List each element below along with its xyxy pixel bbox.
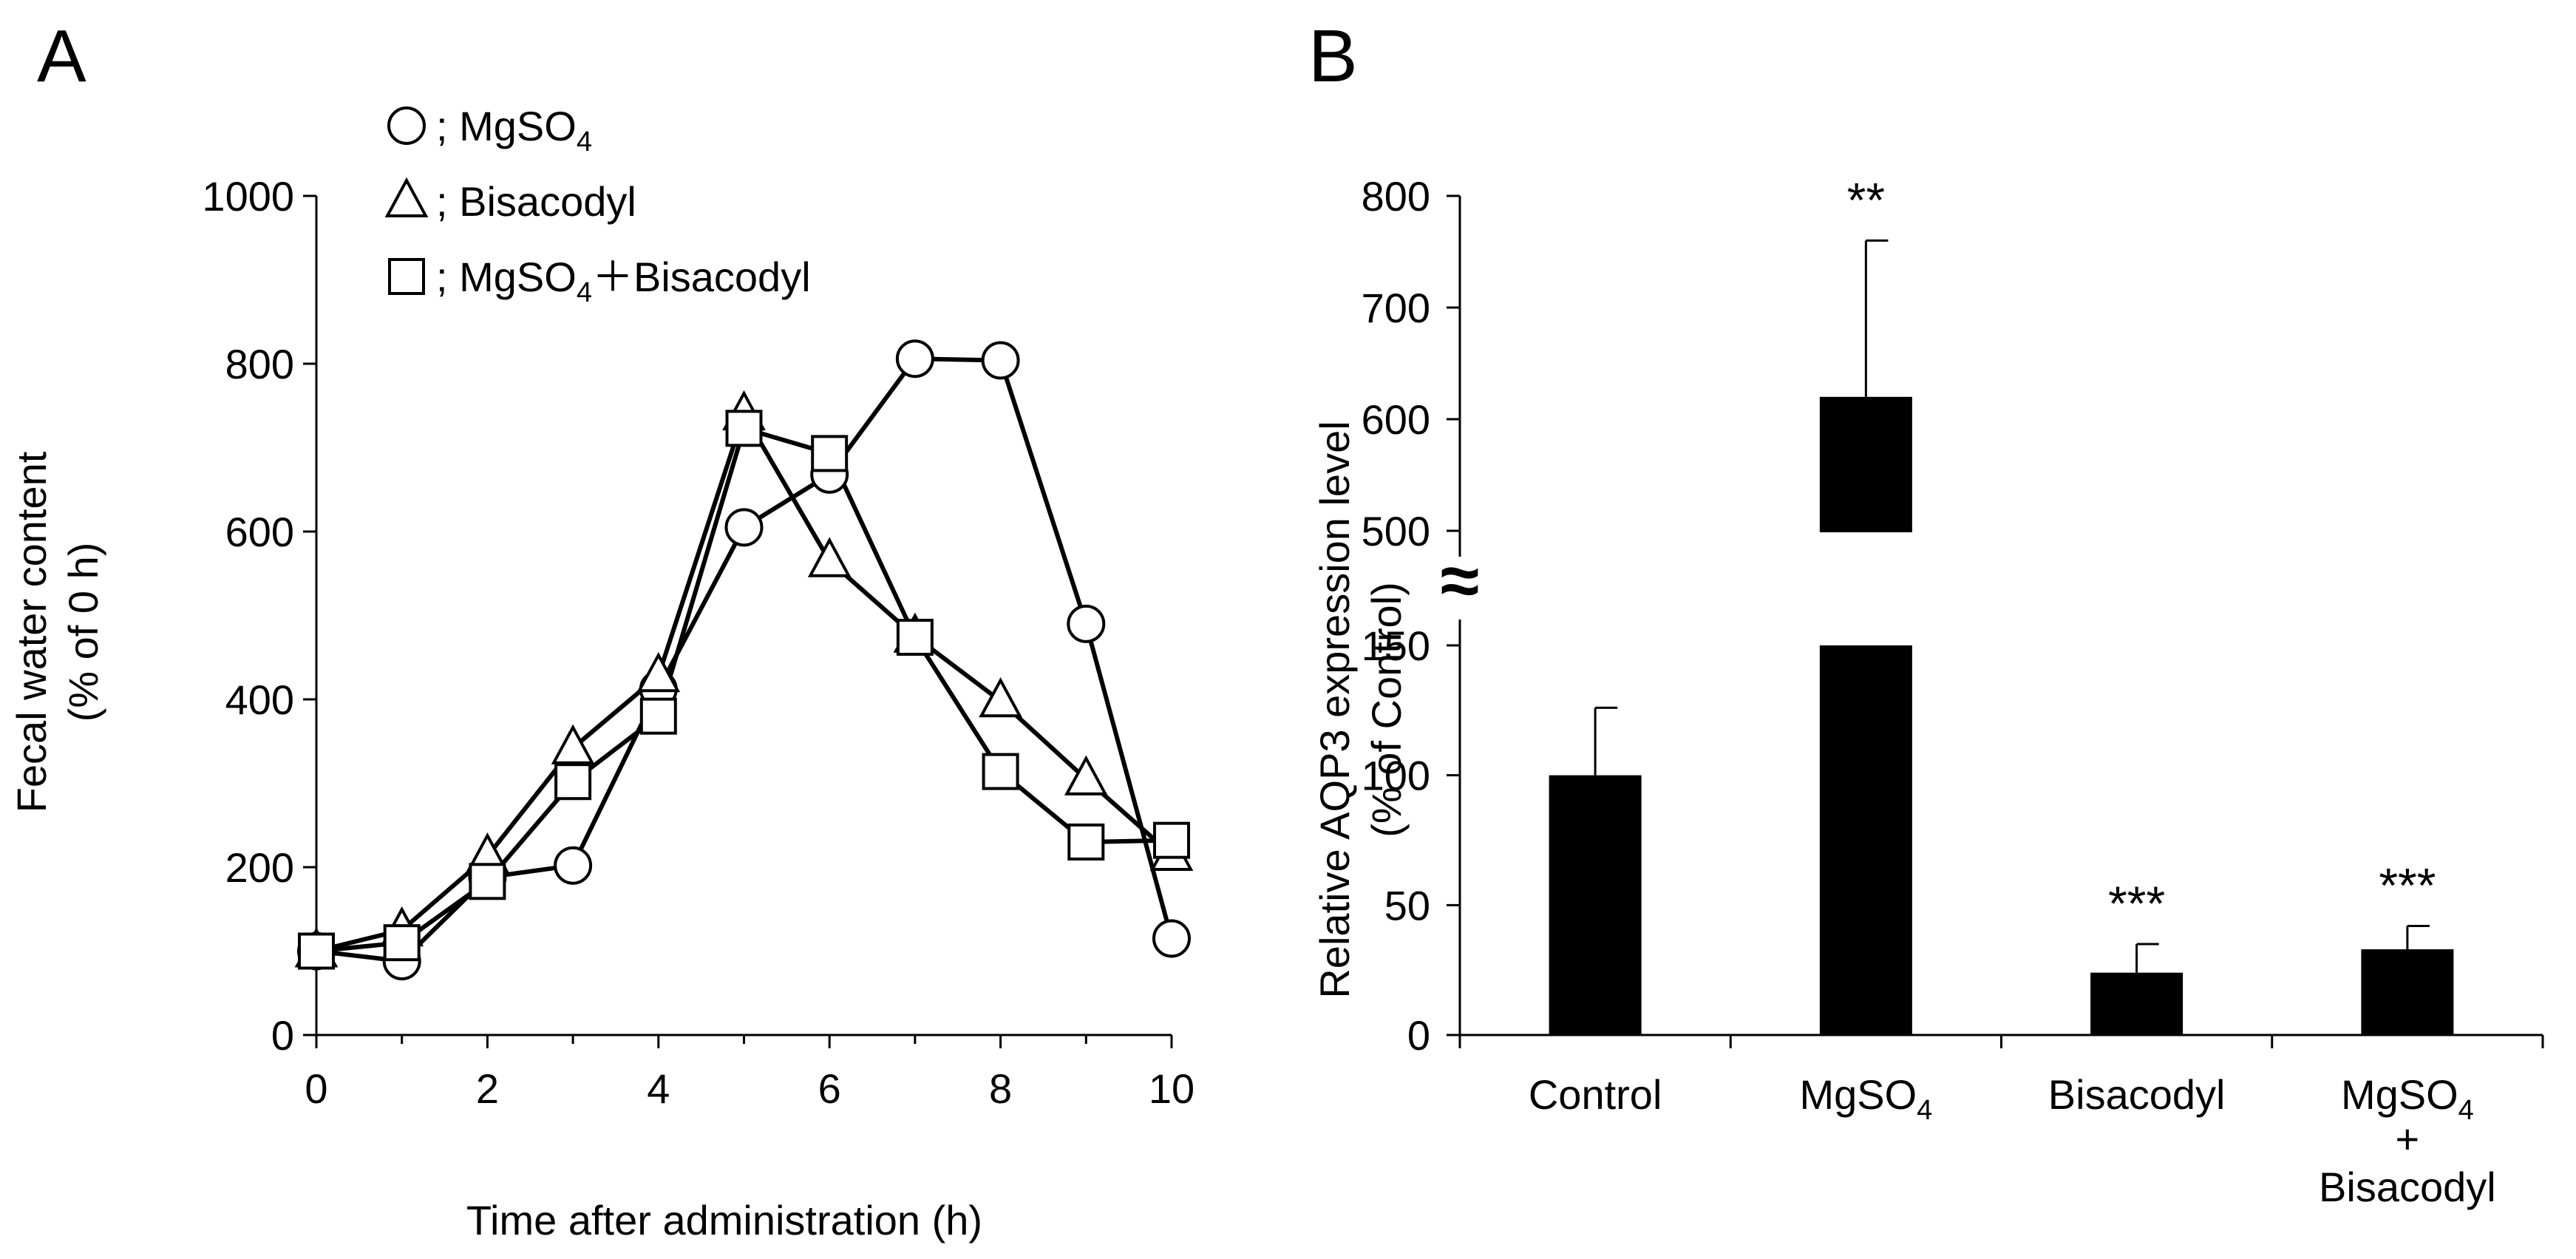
panel-a-x-tick-label: 0 [305, 1065, 327, 1112]
panel-a-point-square [896, 619, 934, 656]
panel-b-bar [1549, 775, 1642, 1035]
panel-a-point-square [639, 697, 677, 735]
panel-a-point-square [811, 435, 849, 472]
panel-b-significance-marks: ***** *** [1847, 172, 2436, 931]
panel-b-category-label: MgSO4 [2341, 1071, 2474, 1126]
panel-b-significance-label: *** [2108, 876, 2165, 931]
panel-b-category-label: MgSO4 [1799, 1071, 1932, 1126]
panel-a-point-triangle [551, 724, 595, 764]
panel-b-y-tick-label: 0 [1407, 1012, 1430, 1059]
panel-a-point-circle [895, 339, 934, 379]
panel-a-x-tick-label: 10 [1149, 1065, 1194, 1112]
panel-a-y-axis-label: Fecal water content (% of 0 h) [8, 451, 106, 812]
panel-a-point-square [982, 753, 1019, 790]
panel-a-point-triangle [636, 652, 681, 693]
panel-a-y-tick-label: 1000 [202, 173, 294, 220]
panel-b-ticks: 0 50 100 150 500 600 700 800 [1362, 173, 2544, 1059]
panel-a-x-tick-label: 4 [647, 1065, 670, 1112]
panel-a-point-triangle [1064, 755, 1108, 795]
panel-a-x-axis-label: Time after administration (h) [466, 1197, 982, 1243]
panel-a-legend: ; MgSO4 ; Bisacodyl ; MgSO4＋Bisacodyl [384, 103, 811, 308]
panel-a-y-label-line1: Fecal water content [8, 451, 55, 812]
panel-a-y-tick-label: 400 [225, 676, 294, 723]
panel-a-x-tick-label: 2 [476, 1065, 499, 1112]
panel-a-legend-entry-square: ; MgSO4＋Bisacodyl [436, 254, 811, 308]
panel-a-point-square [383, 924, 421, 962]
panel-b-category-label: Control [1529, 1071, 1662, 1118]
panel-a-x-tick-label: 6 [818, 1065, 841, 1112]
panel-a-point-circle [724, 508, 764, 547]
panel-a-y-tick-label: 800 [225, 341, 294, 387]
panel-a-axes [315, 196, 1172, 1036]
panel-a-point-square [554, 763, 592, 801]
panel-a-markers [294, 339, 1194, 981]
panel-a-y-tick-label: 600 [225, 509, 294, 555]
panel-a-point-square [1153, 821, 1190, 859]
panel-a-point-triangle [807, 537, 852, 577]
panel-a-point-circle [981, 341, 1020, 380]
panel-b-y-tick-label: 500 [1362, 508, 1430, 554]
panel-b-y-tick-label: 800 [1362, 173, 1430, 220]
panel-b-y-tick-label: 50 [1384, 882, 1430, 929]
panel-b-significance-label: *** [2379, 858, 2436, 912]
panel-a-legend-marker-circle [387, 106, 426, 145]
panel-a-point-square [469, 863, 506, 900]
panel-a-point-triangle [979, 677, 1022, 718]
panel-b-bar [2361, 949, 2454, 1035]
panel-b-bars [1549, 396, 2454, 1035]
panel-b-error-bars [1594, 239, 2430, 973]
panel-b-category-label-line3: Bisacodyl [2319, 1164, 2496, 1210]
panel-a-point-circle [1152, 919, 1191, 958]
panel-a-ticks: 0 200 400 600 800 1000 0 2 4 6 8 10 [202, 173, 1194, 1112]
panel-b-category-label: Bisacodyl [2048, 1071, 2226, 1118]
panel-b-bar [2090, 972, 2184, 1035]
panel-a-y-tick-label: 0 [271, 1012, 294, 1059]
panel-a-legend-marker-square [388, 258, 425, 295]
panel-a-series-line-circle [316, 356, 1174, 964]
panel-b-bar-upper [1819, 396, 1912, 532]
panel-a-series-lines [316, 356, 1174, 964]
panel-a-legend-marker-triangle [384, 177, 429, 217]
panel-a-legend-entry-circle: ; MgSO4 [436, 103, 592, 157]
panel-b-y-tick-label: 100 [1362, 753, 1430, 799]
panel-a-y-label-line2: (% of 0 h) [60, 543, 106, 722]
panel-b-category-labels: Control MgSO4 Bisacodyl MgSO4+Bisacodyl [1529, 1071, 2496, 1210]
panel-a-point-square [298, 932, 335, 970]
panel-a-x-tick-label: 8 [989, 1065, 1012, 1112]
panel-a-y-tick-label: 200 [225, 844, 294, 891]
panel-a-point-square [1067, 823, 1105, 861]
panel-b-y-label-line2: (% of Control) [1363, 582, 1410, 837]
panel-a-point-square [725, 410, 763, 447]
panel-b-significance-label: ** [1847, 172, 1885, 227]
panel-a-series-line-square [316, 426, 1172, 954]
panel-b-label: B [1308, 15, 1358, 98]
panel-a-label: A [37, 15, 86, 98]
panel-b-category-label-line2: + [2396, 1116, 2420, 1162]
panel-b-axis-break-mark: ≈ [1441, 541, 1480, 620]
panel-b-y-tick-label: 700 [1362, 285, 1430, 331]
panel-a-point-circle [554, 846, 593, 885]
panel-b-y-tick-label: 150 [1362, 622, 1430, 669]
panel-b-y-label-line1: Relative AQP3 expression level [1311, 421, 1358, 998]
panel-a-legend-entry-triangle: ; Bisacodyl [436, 178, 636, 225]
panel-a: A 0 200 400 600 800 1000 0 2 4 6 8 10 ; MgSO4 ; Bisa… [8, 15, 1194, 1243]
panel-b-y-tick-label: 600 [1362, 396, 1430, 443]
panel-b-y-axis-label: Relative AQP3 expression level (% of Con… [1311, 421, 1410, 998]
panel-a-point-circle [1067, 604, 1106, 643]
panel-b-bar-lower [1819, 645, 1912, 1035]
